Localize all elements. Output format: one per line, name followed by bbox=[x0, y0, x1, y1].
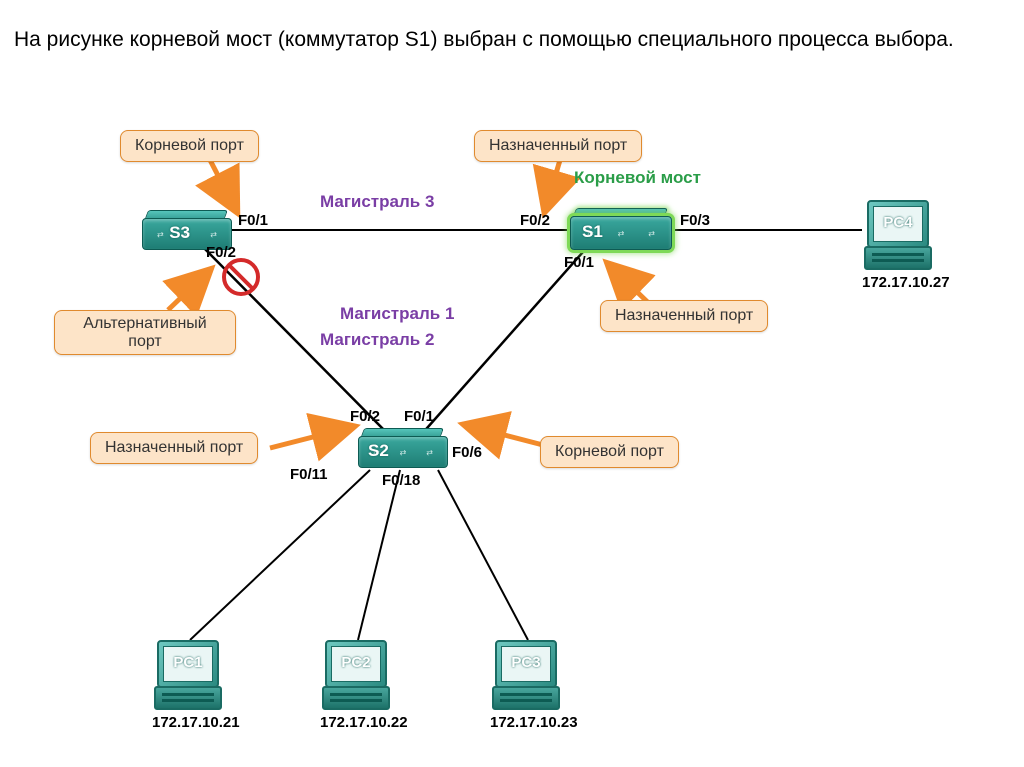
pc3-label: PC3 bbox=[490, 654, 562, 671]
trunk1-label: Магистраль 1 bbox=[340, 304, 454, 324]
blocked-icon bbox=[222, 258, 260, 296]
pc3: PC3 172.17.10.23 bbox=[490, 640, 562, 731]
callout-root-port-top: Корневой порт bbox=[120, 130, 259, 162]
switch-s2-label: S2 bbox=[368, 441, 389, 461]
port-s2-f06: F0/6 bbox=[452, 444, 482, 461]
pc4-ip: 172.17.10.27 bbox=[862, 274, 934, 291]
switch-s1-label: S1 bbox=[582, 222, 603, 242]
trunk2-label: Магистраль 2 bbox=[320, 330, 434, 350]
switch-s2: ⇄⇄⇄ S2 bbox=[358, 436, 446, 476]
switch-s1-root: ⇄⇄⇄ S1 bbox=[570, 216, 670, 256]
pc3-ip: 172.17.10.23 bbox=[490, 714, 562, 731]
alt-l1: Альтернативный bbox=[83, 315, 206, 332]
port-s1-f02: F0/2 bbox=[520, 212, 550, 229]
pc1: PC1 172.17.10.21 bbox=[152, 640, 224, 731]
callout-alt-port: Альтернативный порт bbox=[54, 310, 236, 355]
port-s3-f02: F0/2 bbox=[206, 244, 236, 261]
network-diagram: Корневой порт Назначенный порт Корневой … bbox=[0, 100, 1024, 765]
trunk3-label: Магистраль 3 bbox=[320, 192, 434, 212]
port-s1-f01: F0/1 bbox=[564, 254, 594, 271]
port-s2-f018: F0/18 bbox=[382, 472, 420, 489]
port-s3-f01: F0/1 bbox=[238, 212, 268, 229]
callout-designated-right: Назначенный порт bbox=[600, 300, 768, 332]
pc2-ip: 172.17.10.22 bbox=[320, 714, 392, 731]
port-s2-f011: F0/11 bbox=[290, 466, 328, 483]
pc2: PC2 172.17.10.22 bbox=[320, 640, 392, 731]
switch-s3-label: S3 bbox=[150, 223, 190, 243]
port-s2-f02: F0/2 bbox=[350, 408, 380, 425]
root-bridge-label: Корневой мост bbox=[574, 168, 701, 188]
pc1-label: PC1 bbox=[152, 654, 224, 671]
intro-text: На рисунке корневой мост (коммутатор S1)… bbox=[14, 20, 1010, 60]
port-s1-f03: F0/3 bbox=[680, 212, 710, 229]
callout-root-port-bottom: Корневой порт bbox=[540, 436, 679, 468]
alt-l2: порт bbox=[128, 333, 161, 350]
pc4-label: PC4 bbox=[862, 214, 934, 231]
pc4: PC4 172.17.10.27 bbox=[862, 200, 934, 291]
callout-designated-top: Назначенный порт bbox=[474, 130, 642, 162]
pc2-label: PC2 bbox=[320, 654, 392, 671]
callout-designated-left: Назначенный порт bbox=[90, 432, 258, 464]
port-s2-f01: F0/1 bbox=[404, 408, 434, 425]
pc1-ip: 172.17.10.21 bbox=[152, 714, 224, 731]
